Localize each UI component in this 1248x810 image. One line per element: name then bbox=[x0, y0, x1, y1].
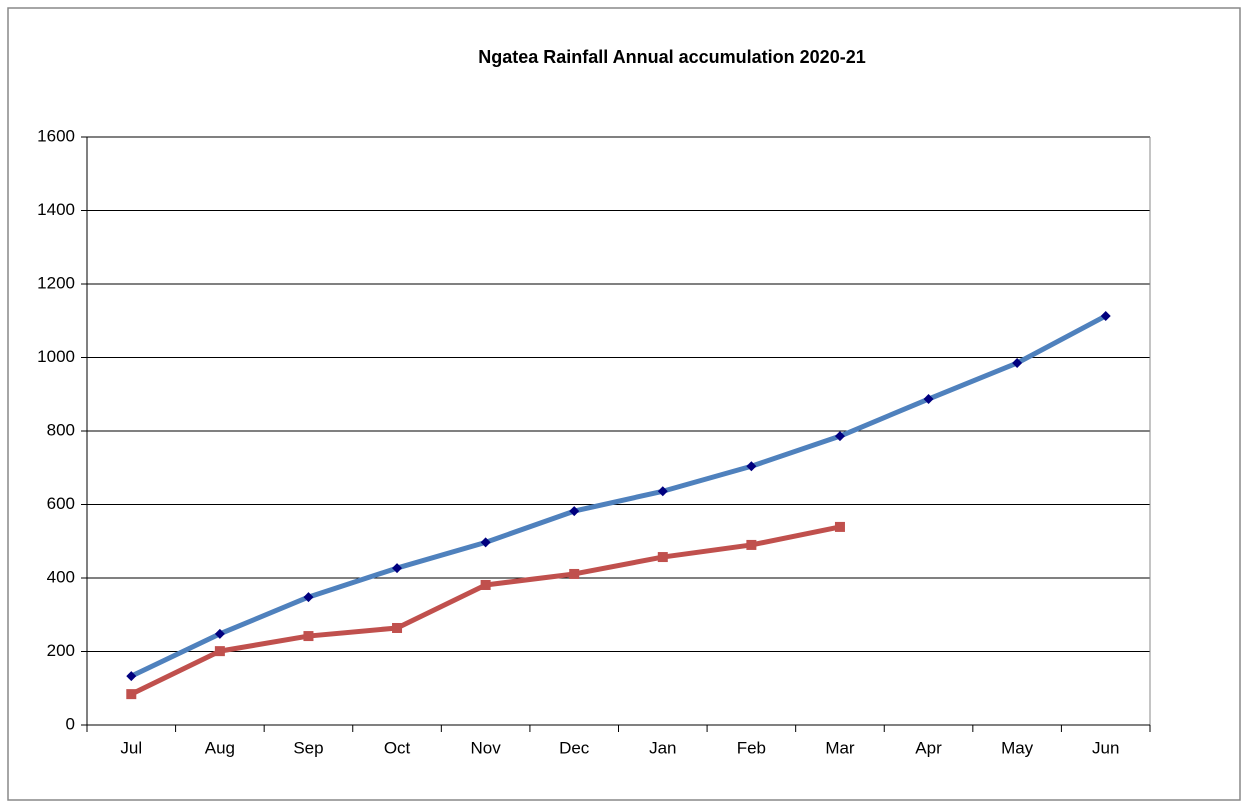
marker bbox=[126, 689, 137, 700]
y-tick-label: 0 bbox=[66, 714, 75, 733]
y-tick-label: 800 bbox=[47, 420, 75, 439]
x-tick-label: Jul bbox=[120, 738, 142, 757]
marker bbox=[214, 628, 225, 639]
marker bbox=[569, 506, 580, 517]
marker bbox=[303, 592, 314, 603]
marker bbox=[923, 394, 934, 405]
marker bbox=[480, 537, 491, 548]
marker bbox=[303, 631, 314, 642]
y-tick-label: 1200 bbox=[37, 273, 75, 292]
x-tick-label: Mar bbox=[825, 738, 855, 757]
marker bbox=[480, 579, 491, 590]
y-tick-label: 200 bbox=[47, 641, 75, 660]
x-tick-label: Nov bbox=[471, 738, 502, 757]
marker bbox=[392, 563, 403, 574]
marker bbox=[657, 552, 668, 563]
marker bbox=[1012, 358, 1023, 369]
x-tick-label: Sep bbox=[293, 738, 323, 757]
series-line bbox=[130, 313, 1107, 679]
x-tick-label: Jan bbox=[649, 738, 676, 757]
y-tick-label: 1000 bbox=[37, 347, 75, 366]
y-tick-label: 1600 bbox=[37, 126, 75, 145]
marker bbox=[834, 521, 845, 532]
marker bbox=[126, 671, 137, 682]
marker bbox=[569, 568, 580, 579]
x-tick-label: Dec bbox=[559, 738, 590, 757]
chart-border bbox=[7, 7, 1241, 801]
x-tick-label: Jun bbox=[1092, 738, 1119, 757]
x-tick-label: Oct bbox=[384, 738, 411, 757]
chart-title: Ngatea Rainfall Annual accumulation 2020… bbox=[478, 47, 865, 67]
x-tick-label: Aug bbox=[205, 738, 235, 757]
marker bbox=[746, 539, 757, 550]
x-tick-label: Apr bbox=[915, 738, 942, 757]
x-tick-label: Feb bbox=[737, 738, 766, 757]
y-tick-label: 1400 bbox=[37, 200, 75, 219]
marker bbox=[214, 646, 225, 657]
marker bbox=[657, 486, 668, 497]
y-tick-label: 400 bbox=[47, 567, 75, 586]
x-tick-label: May bbox=[1001, 738, 1034, 757]
marker bbox=[746, 461, 757, 472]
marker bbox=[1100, 310, 1111, 321]
marker bbox=[834, 431, 845, 442]
y-tick-label: 600 bbox=[47, 494, 75, 513]
marker bbox=[392, 622, 403, 633]
